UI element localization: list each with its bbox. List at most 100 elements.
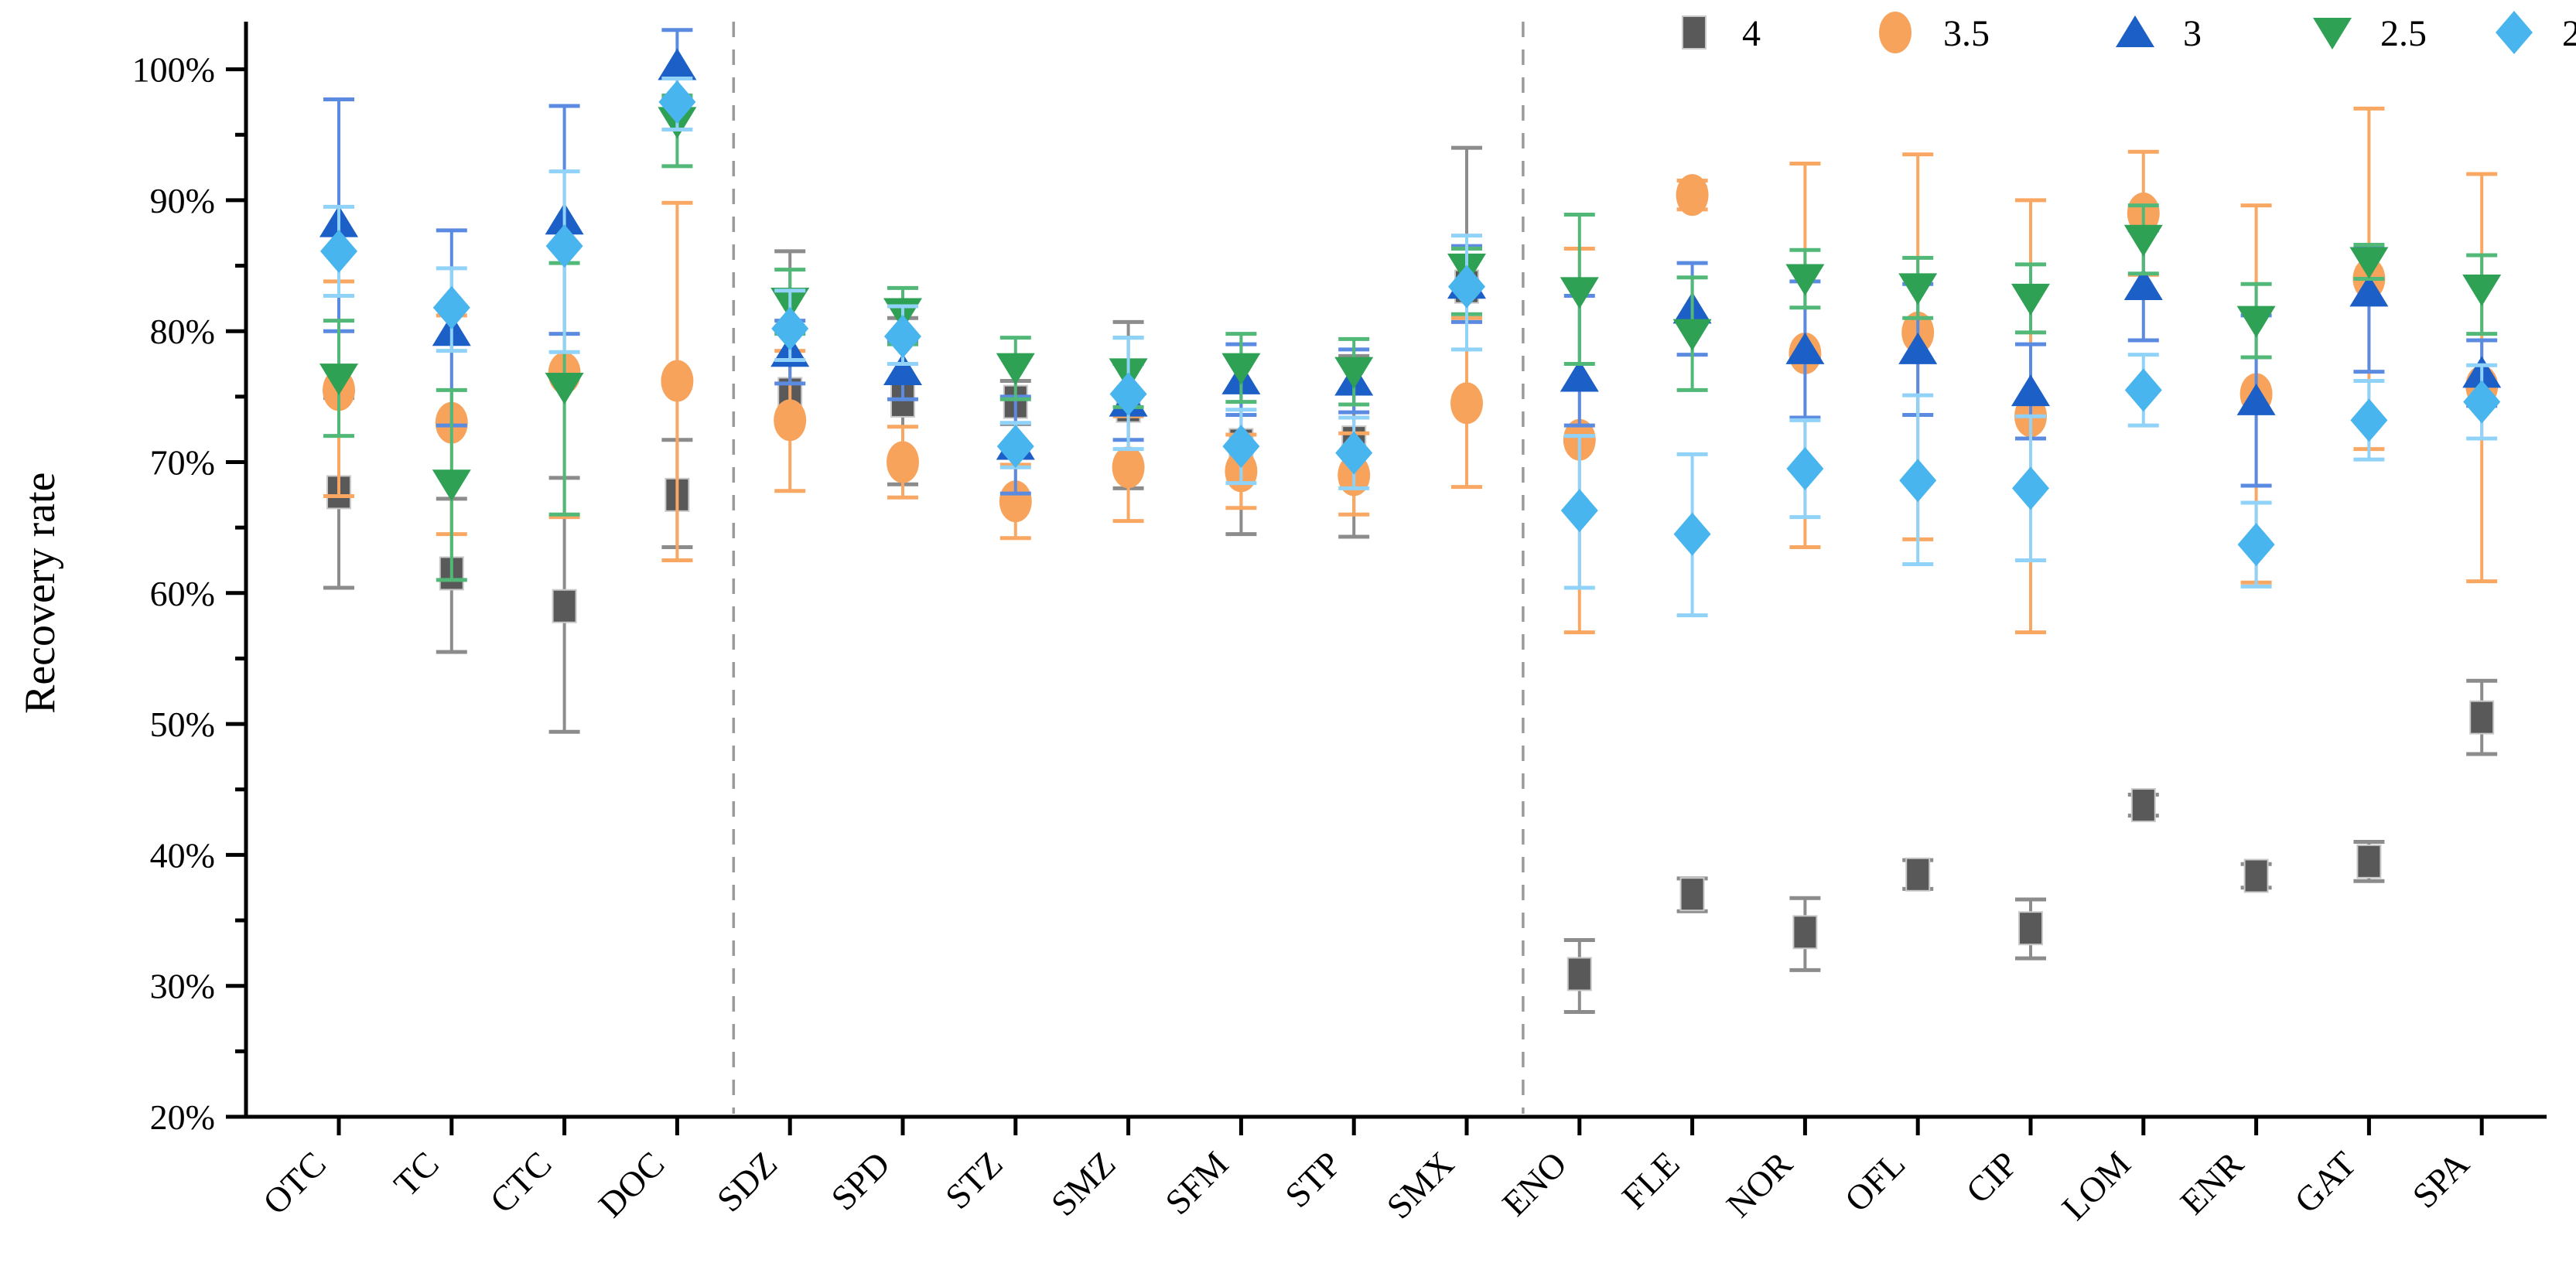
marker-3-ENR bbox=[2236, 383, 2276, 415]
marker-3.5-SPD bbox=[887, 441, 919, 483]
y-tick-label: 90% bbox=[150, 181, 215, 220]
x-category-label: SMZ bbox=[1044, 1144, 1123, 1224]
y-tick-label: 30% bbox=[150, 967, 215, 1006]
marker-3-GAT bbox=[2349, 275, 2389, 307]
marker-3-DOC bbox=[658, 48, 697, 80]
legend-item-3.5: 3.5 bbox=[1879, 12, 1990, 54]
marker-2-ENO bbox=[1560, 489, 1598, 533]
marker-2-SPD bbox=[884, 314, 921, 358]
marker-3-NOR bbox=[1785, 332, 1825, 364]
marker-2-SDZ bbox=[771, 306, 809, 350]
marker-2.5-FLE bbox=[1672, 319, 1712, 351]
marker-2.5-OTC bbox=[319, 363, 358, 396]
marker-2-STZ bbox=[996, 425, 1034, 469]
marker-3-SPD bbox=[883, 353, 922, 385]
legend-triangle-up-icon bbox=[2116, 15, 2154, 47]
legend-circle-icon bbox=[1879, 12, 1912, 53]
y-axis-title: Recovery rate bbox=[16, 473, 64, 714]
x-category-label: GAT bbox=[2287, 1144, 2363, 1220]
marker-2-SPA bbox=[2463, 380, 2501, 424]
marker-2-SMX bbox=[1448, 264, 1485, 309]
legend-item-2.5: 2.5 bbox=[2313, 13, 2427, 54]
marker-3.5-FLE bbox=[1676, 174, 1709, 217]
marker-3.5-SDZ bbox=[774, 399, 807, 442]
marker-2-OTC bbox=[320, 229, 357, 273]
series-2 bbox=[320, 76, 2501, 618]
marker-4-ENO bbox=[1566, 957, 1592, 991]
legend-square-icon bbox=[1682, 15, 1707, 49]
y-tick-label: 40% bbox=[150, 835, 215, 875]
marker-2-DOC bbox=[658, 80, 696, 124]
marker-2-TC bbox=[432, 285, 470, 329]
marker-2-CIP bbox=[2012, 466, 2049, 510]
x-category-label: OTC bbox=[255, 1144, 333, 1222]
x-category-label: CTC bbox=[482, 1144, 559, 1220]
marker-4-ENR bbox=[2243, 858, 2269, 893]
y-tick-label: 70% bbox=[150, 443, 215, 483]
x-category-label: OFL bbox=[1837, 1144, 1913, 1220]
x-category-label: SPD bbox=[823, 1144, 897, 1218]
marker-2-SMZ bbox=[1109, 372, 1147, 416]
x-category-label: STP bbox=[1277, 1144, 1348, 1215]
legend-item-label: 2.5 bbox=[2380, 13, 2427, 54]
marker-4-NOR bbox=[1792, 915, 1818, 950]
marker-2-LOM bbox=[2124, 368, 2162, 412]
marker-2-CTC bbox=[545, 224, 583, 268]
series-2.5 bbox=[319, 93, 2502, 582]
legend: 4 3.5 3 2.5 2 bbox=[1682, 11, 2576, 54]
legend-item-4: 4 bbox=[1682, 13, 1761, 54]
legend-item-3: 3 bbox=[2116, 13, 2202, 54]
series-4 bbox=[323, 145, 2498, 1015]
marker-2-ENR bbox=[2237, 523, 2275, 567]
legend-item-label: 3.5 bbox=[1943, 13, 1990, 54]
marker-2-FLE bbox=[1673, 512, 1711, 556]
series-3.5 bbox=[323, 106, 2499, 635]
x-category-label: SDZ bbox=[709, 1144, 785, 1220]
legend-item-2: 2 bbox=[2496, 11, 2576, 54]
marker-2-STP bbox=[1335, 431, 1373, 475]
legend-item-label: 2 bbox=[2562, 13, 2576, 54]
x-category-label: STZ bbox=[938, 1144, 1010, 1217]
marker-3.5-SMX bbox=[1450, 382, 1483, 425]
marker-4-OFL bbox=[1905, 857, 1931, 892]
marker-2.5-NOR bbox=[1785, 264, 1825, 296]
x-category-label: FLE bbox=[1614, 1144, 1687, 1217]
x-category-label: LOM bbox=[2055, 1144, 2138, 1227]
marker-3.5-DOC bbox=[661, 360, 694, 402]
marker-4-CTC bbox=[552, 589, 577, 623]
marker-2.5-ENR bbox=[2236, 305, 2276, 338]
y-tick-label: 100% bbox=[132, 50, 215, 90]
marker-4-SPA bbox=[2469, 700, 2495, 735]
marker-2.5-STP bbox=[1334, 357, 1374, 389]
x-category-label: DOC bbox=[591, 1144, 672, 1225]
marker-2.5-CTC bbox=[545, 372, 584, 404]
x-category-label: ENR bbox=[2173, 1144, 2251, 1222]
marker-2.5-ENO bbox=[1560, 277, 1599, 309]
x-category-label: TC bbox=[386, 1144, 446, 1204]
marker-3-ENO bbox=[1560, 360, 1599, 392]
marker-3.5-SMZ bbox=[1112, 446, 1145, 489]
marker-3-OFL bbox=[1898, 332, 1938, 364]
marker-2.5-OFL bbox=[1898, 273, 1938, 305]
x-category-label: ENO bbox=[1495, 1144, 1574, 1224]
marker-2.5-STZ bbox=[996, 353, 1035, 385]
y-tick-label: 80% bbox=[150, 312, 215, 351]
marker-2.5-SPA bbox=[2462, 275, 2502, 307]
x-category-label: SMX bbox=[1379, 1144, 1461, 1227]
series-3 bbox=[319, 28, 2502, 496]
y-tick-label: 50% bbox=[150, 705, 215, 744]
marker-2-NOR bbox=[1786, 446, 1824, 490]
marker-2.5-TC bbox=[432, 469, 471, 502]
legend-item-label: 4 bbox=[1742, 13, 1761, 54]
y-tick-label: 60% bbox=[150, 574, 215, 613]
marker-4-LOM bbox=[2130, 788, 2156, 823]
marker-2.5-GAT bbox=[2349, 247, 2389, 279]
marker-2-OFL bbox=[1899, 459, 1937, 503]
y-tick-label: 20% bbox=[150, 1097, 215, 1137]
marker-4-CIP bbox=[2018, 911, 2043, 946]
x-category-label: SFM bbox=[1157, 1144, 1235, 1222]
marker-2-GAT bbox=[2350, 398, 2388, 442]
marker-2.5-CIP bbox=[2011, 283, 2050, 316]
